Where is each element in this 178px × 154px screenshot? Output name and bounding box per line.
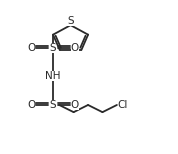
Text: S: S [50, 43, 56, 53]
Text: S: S [50, 100, 56, 110]
Text: S: S [67, 16, 74, 26]
Text: NH: NH [45, 71, 61, 81]
Text: Cl: Cl [118, 100, 128, 110]
Text: O: O [71, 100, 79, 110]
Text: O: O [27, 100, 35, 110]
Text: O: O [71, 43, 79, 53]
Text: O: O [27, 43, 35, 53]
